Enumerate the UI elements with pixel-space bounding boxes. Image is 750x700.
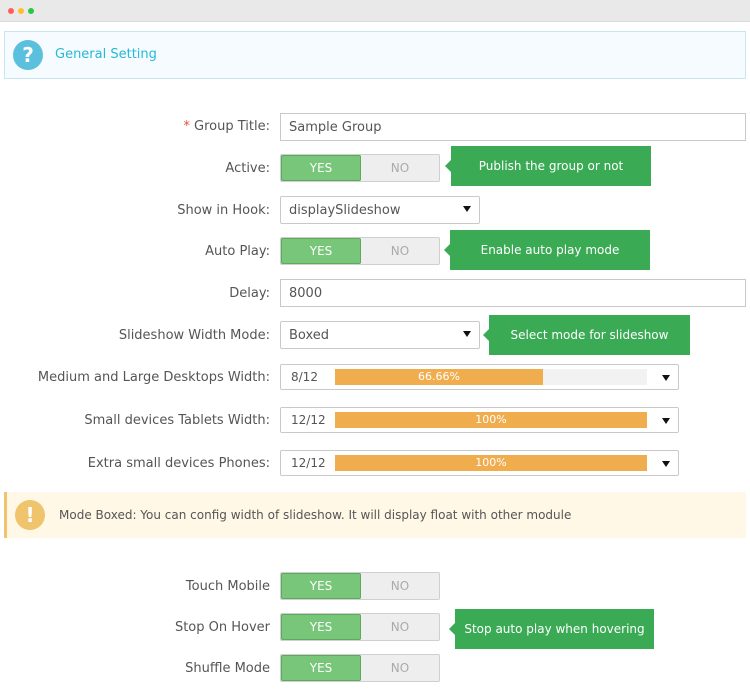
stop-on-hover-yes-option[interactable]: YES bbox=[281, 614, 361, 640]
active-tooltip: Publish the group or not bbox=[445, 146, 651, 186]
group-title-input[interactable]: Sample Group bbox=[280, 113, 746, 141]
shuffle-mode-no-option[interactable]: NO bbox=[390, 661, 410, 675]
phone-width-select[interactable]: 12/12 100% bbox=[280, 450, 679, 476]
tablet-width-value: 12/12 bbox=[291, 413, 326, 427]
auto-play-switch[interactable]: YES NO bbox=[280, 237, 440, 265]
shuffle-mode-yes-option[interactable]: YES bbox=[281, 655, 361, 681]
active-label: Active: bbox=[225, 161, 270, 176]
phone-width-fill: 100% bbox=[335, 455, 647, 471]
chevron-down-icon bbox=[662, 375, 670, 381]
stop-on-hover-label: Stop On Hover bbox=[174, 620, 270, 635]
stop-on-hover-no-option[interactable]: NO bbox=[390, 620, 410, 634]
mode-alert: ! Mode Boxed: You can config width of sl… bbox=[4, 492, 746, 538]
chevron-down-icon bbox=[662, 461, 670, 467]
width-mode-tooltip: Select mode for slideshow bbox=[483, 315, 690, 355]
required-mark: * bbox=[183, 119, 191, 134]
chevron-down-icon bbox=[463, 206, 471, 212]
delay-input[interactable]: 8000 bbox=[280, 279, 746, 307]
desktop-width-fill: 66.66% bbox=[335, 369, 543, 385]
stop-on-hover-switch[interactable]: YES NO bbox=[280, 613, 440, 641]
close-dot[interactable] bbox=[8, 8, 14, 14]
tablet-width-fill: 100% bbox=[335, 412, 647, 428]
width-mode-select[interactable]: Boxed bbox=[280, 321, 480, 349]
active-no-option[interactable]: NO bbox=[390, 161, 410, 175]
desktop-width-select[interactable]: 8/12 66.66% bbox=[280, 364, 679, 390]
show-in-hook-value: displaySlideshow bbox=[289, 203, 401, 218]
panel-header: ? General Setting bbox=[4, 31, 746, 79]
exclamation-icon: ! bbox=[15, 500, 45, 530]
auto-play-yes-option[interactable]: YES bbox=[281, 238, 361, 264]
active-switch[interactable]: YES NO bbox=[280, 154, 440, 182]
minimize-dot[interactable] bbox=[18, 8, 24, 14]
auto-play-tooltip: Enable auto play mode bbox=[444, 230, 650, 270]
touch-mobile-yes-option[interactable]: YES bbox=[281, 573, 361, 599]
touch-mobile-switch[interactable]: YES NO bbox=[280, 572, 440, 600]
tablet-width-label: Small devices Tablets Width: bbox=[84, 413, 270, 428]
tablet-width-track: 100% bbox=[335, 412, 647, 428]
alert-text: Mode Boxed: You can config width of slid… bbox=[59, 508, 572, 522]
window-titlebar bbox=[0, 0, 750, 22]
chevron-down-icon bbox=[662, 418, 670, 424]
group-title-label-text: Group Title: bbox=[194, 119, 270, 134]
phone-width-track: 100% bbox=[335, 455, 647, 471]
show-in-hook-select[interactable]: displaySlideshow bbox=[280, 196, 480, 224]
desktop-width-label: Medium and Large Desktops Width: bbox=[37, 370, 270, 385]
touch-mobile-no-option[interactable]: NO bbox=[390, 579, 410, 593]
stop-on-hover-tooltip: Stop auto play when hovering bbox=[449, 609, 654, 649]
phone-width-value: 12/12 bbox=[291, 456, 326, 470]
show-in-hook-label: Show in Hook: bbox=[177, 203, 270, 218]
desktop-width-track: 66.66% bbox=[335, 369, 647, 385]
question-icon: ? bbox=[13, 40, 43, 70]
delay-label: Delay: bbox=[229, 286, 270, 301]
desktop-width-value: 8/12 bbox=[291, 370, 318, 384]
phone-width-label: Extra small devices Phones: bbox=[87, 456, 270, 471]
active-yes-option[interactable]: YES bbox=[281, 155, 361, 181]
group-title-label: * Group Title: bbox=[184, 119, 270, 134]
shuffle-mode-label: Shuffle Mode bbox=[185, 661, 270, 676]
touch-mobile-label: Touch Mobile bbox=[185, 579, 270, 594]
width-mode-value: Boxed bbox=[289, 328, 330, 343]
auto-play-no-option[interactable]: NO bbox=[390, 244, 410, 258]
width-mode-label: Slideshow Width Mode: bbox=[118, 328, 270, 343]
shuffle-mode-switch[interactable]: YES NO bbox=[280, 654, 440, 682]
tablet-width-select[interactable]: 12/12 100% bbox=[280, 407, 679, 433]
panel-title: General Setting bbox=[55, 47, 157, 62]
maximize-dot[interactable] bbox=[28, 8, 34, 14]
chevron-down-icon bbox=[463, 331, 471, 337]
auto-play-label: Auto Play: bbox=[205, 244, 270, 259]
